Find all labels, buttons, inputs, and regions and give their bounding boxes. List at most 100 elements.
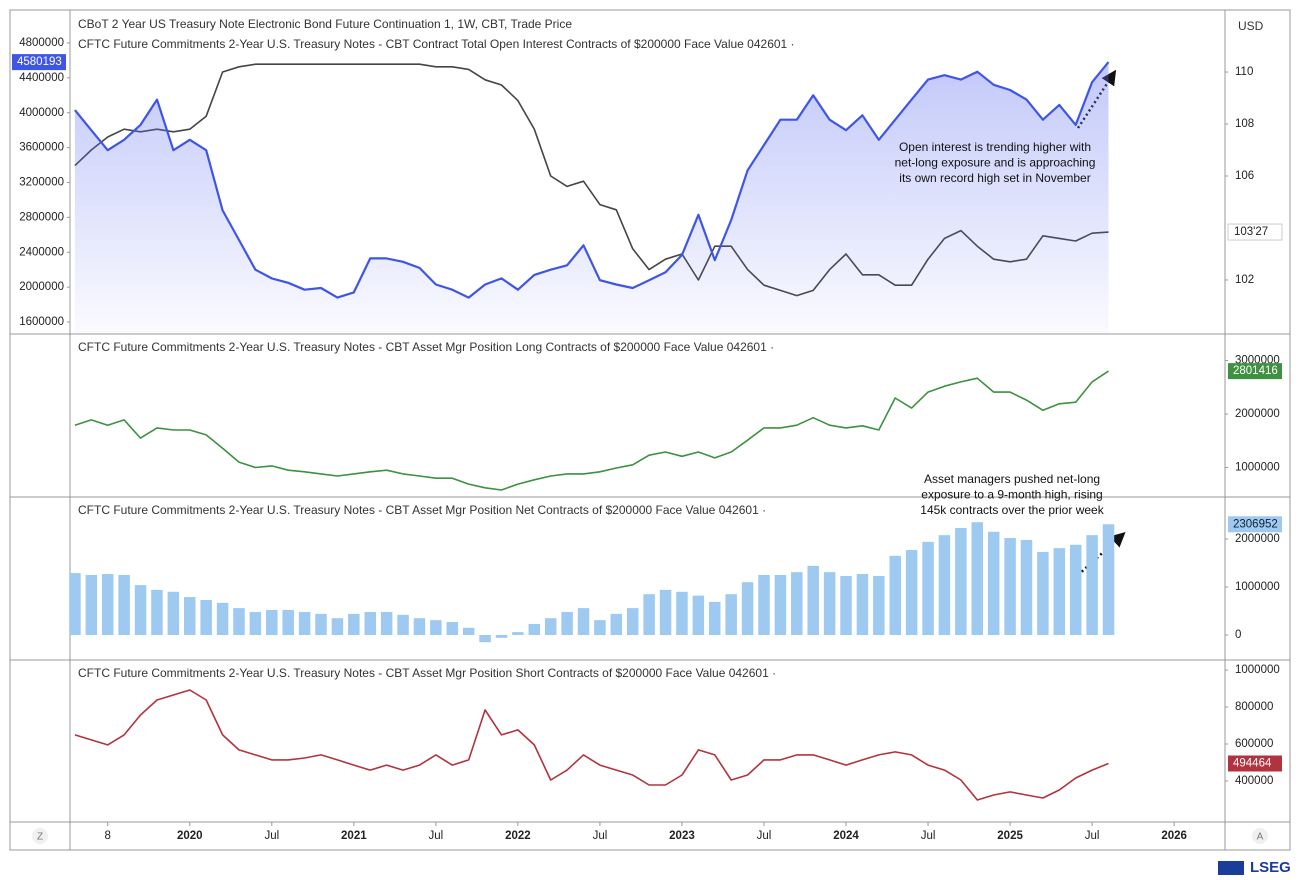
last-value-label: 2306952 bbox=[1233, 518, 1278, 530]
bar bbox=[249, 611, 262, 635]
y-tick-label: 4000000 bbox=[19, 107, 64, 119]
x-tick-label: Jul bbox=[429, 830, 444, 842]
line bbox=[74, 370, 1109, 491]
auto-scale-button-label[interactable]: A bbox=[1257, 832, 1264, 843]
bar bbox=[610, 613, 623, 635]
bar bbox=[774, 574, 787, 635]
y-tick-label: 2800000 bbox=[19, 211, 64, 223]
x-tick-label: 2023 bbox=[669, 830, 695, 842]
bar bbox=[987, 531, 1000, 635]
bar bbox=[626, 608, 639, 635]
annotation: net-long exposure and is approaching bbox=[895, 156, 1096, 170]
y-tick-label: 108 bbox=[1235, 118, 1254, 130]
bar bbox=[544, 618, 557, 635]
bar bbox=[905, 550, 918, 635]
bar bbox=[200, 599, 212, 635]
logo: LSEG bbox=[1250, 859, 1291, 876]
bar bbox=[282, 610, 294, 635]
bar bbox=[1020, 539, 1033, 635]
bar bbox=[643, 594, 655, 635]
y-tick-label: 0 bbox=[1235, 629, 1241, 641]
last-value-label: 4580193 bbox=[17, 56, 62, 68]
last-value-label: 2801416 bbox=[1233, 365, 1278, 377]
bar bbox=[151, 589, 163, 635]
bar bbox=[364, 611, 376, 635]
bar bbox=[659, 589, 672, 635]
bar bbox=[266, 610, 278, 635]
bar bbox=[561, 611, 573, 635]
y-tick-label: 106 bbox=[1235, 170, 1254, 182]
bar bbox=[725, 594, 737, 635]
x-tick-label: 2025 bbox=[997, 830, 1023, 842]
bar bbox=[1069, 544, 1082, 635]
bar bbox=[840, 575, 852, 635]
x-tick-label: Jul bbox=[593, 830, 608, 842]
pane-title: CFTC Future Commitments 2-Year U.S. Trea… bbox=[78, 666, 776, 680]
bar bbox=[873, 575, 885, 635]
last-value-badge bbox=[1228, 516, 1282, 533]
bar bbox=[1053, 548, 1066, 635]
y-tick-label: 4800000 bbox=[19, 37, 64, 49]
bar bbox=[134, 585, 147, 635]
bar bbox=[577, 608, 590, 635]
bar bbox=[348, 613, 360, 635]
x-tick-label: Jul bbox=[1085, 830, 1100, 842]
frame bbox=[9, 9, 1291, 851]
bar bbox=[69, 573, 81, 635]
bar bbox=[709, 601, 721, 635]
bar bbox=[101, 574, 114, 635]
bar bbox=[85, 574, 98, 635]
pane-title: CFTC Future Commitments 2-Year U.S. Trea… bbox=[78, 340, 774, 354]
bar bbox=[955, 527, 967, 635]
logo-icon bbox=[1218, 861, 1244, 875]
bar bbox=[462, 627, 475, 635]
bar bbox=[856, 574, 869, 635]
bar bbox=[922, 541, 934, 635]
bar bbox=[413, 618, 426, 635]
bar bbox=[938, 535, 951, 635]
bar bbox=[430, 620, 442, 635]
y-tick-label: 1000000 bbox=[1235, 664, 1280, 676]
bar bbox=[807, 565, 819, 635]
auto-scale-button[interactable] bbox=[1252, 828, 1268, 844]
bar bbox=[315, 613, 327, 635]
bar bbox=[823, 572, 836, 635]
y-tick-label: 2000000 bbox=[1235, 533, 1280, 545]
bar bbox=[528, 623, 541, 635]
x-tick-label: Jul bbox=[757, 830, 772, 842]
y-tick-label: 102 bbox=[1235, 274, 1254, 286]
bar bbox=[594, 620, 606, 635]
y-tick-label: 110 bbox=[1235, 66, 1253, 78]
y-tick-label: 1000000 bbox=[1235, 581, 1280, 593]
x-tick-label: 2020 bbox=[177, 830, 203, 842]
bar bbox=[512, 632, 524, 635]
annotation: Asset managers pushed net-long bbox=[924, 472, 1100, 486]
bar bbox=[233, 608, 245, 635]
x-tick-label: 2021 bbox=[341, 830, 367, 842]
y-tick-label: 4400000 bbox=[19, 72, 64, 84]
bar bbox=[1037, 551, 1049, 635]
last-value-badge bbox=[1228, 755, 1282, 772]
zoom-button[interactable] bbox=[32, 828, 48, 844]
pane-title: CFTC Future Commitments 2-Year U.S. Trea… bbox=[78, 37, 795, 51]
annotation: exposure to a 9-month high, rising bbox=[921, 488, 1102, 502]
y-tick-label: 1600000 bbox=[19, 316, 64, 328]
x-tick-label: 2026 bbox=[1161, 830, 1187, 842]
y-tick-label: 400000 bbox=[1235, 775, 1273, 787]
zoom-button-label[interactable]: Z bbox=[37, 832, 43, 843]
bar bbox=[479, 634, 491, 643]
bar bbox=[167, 591, 180, 635]
bar bbox=[118, 574, 130, 635]
y-tick-label: 3200000 bbox=[19, 177, 64, 189]
line bbox=[74, 61, 1110, 299]
bar bbox=[692, 595, 705, 635]
bar bbox=[298, 611, 311, 635]
last-value-badge bbox=[12, 54, 66, 71]
y-tick-label: 800000 bbox=[1235, 701, 1273, 713]
bar bbox=[758, 574, 770, 635]
x-tick-label: 2022 bbox=[505, 830, 531, 842]
y-tick-label: 1000000 bbox=[1235, 462, 1280, 474]
bar bbox=[1086, 535, 1098, 635]
y-tick-label: 2400000 bbox=[19, 246, 64, 258]
